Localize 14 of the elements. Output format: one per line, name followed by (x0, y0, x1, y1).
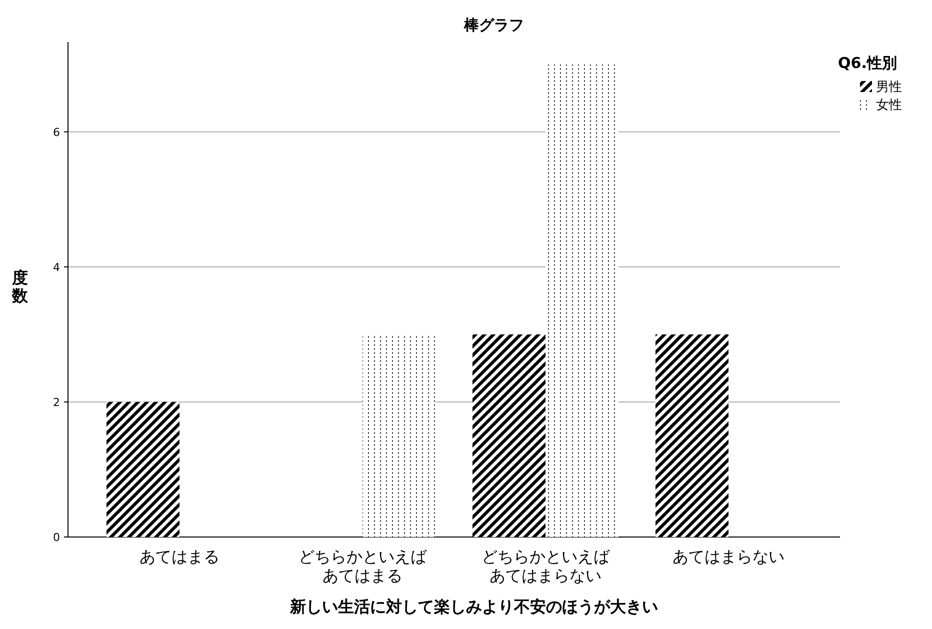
legend-title: Q6.性別 (838, 54, 897, 72)
y-tick-label: 0 (53, 531, 60, 544)
y-tick-label: 6 (53, 126, 60, 139)
y-axis-title: 度数 (11, 268, 29, 305)
x-axis-title: 新しい生活に対して楽しみより不安のほうが大きい (289, 597, 658, 616)
y-tick-label: 2 (53, 396, 60, 409)
x-tick-label: どちらかといえばあてはまる (298, 547, 428, 585)
x-tick-label: どちらかといえばあてはまらない (482, 547, 610, 585)
chart-title: 棒グラフ (463, 16, 524, 34)
x-tick-label: あてはまらない (672, 547, 784, 566)
legend-label: 女性 (876, 98, 902, 113)
x-tick-label: あてはまる (140, 547, 220, 566)
legend-label: 男性 (876, 80, 902, 95)
y-tick-label: 4 (53, 260, 60, 274)
